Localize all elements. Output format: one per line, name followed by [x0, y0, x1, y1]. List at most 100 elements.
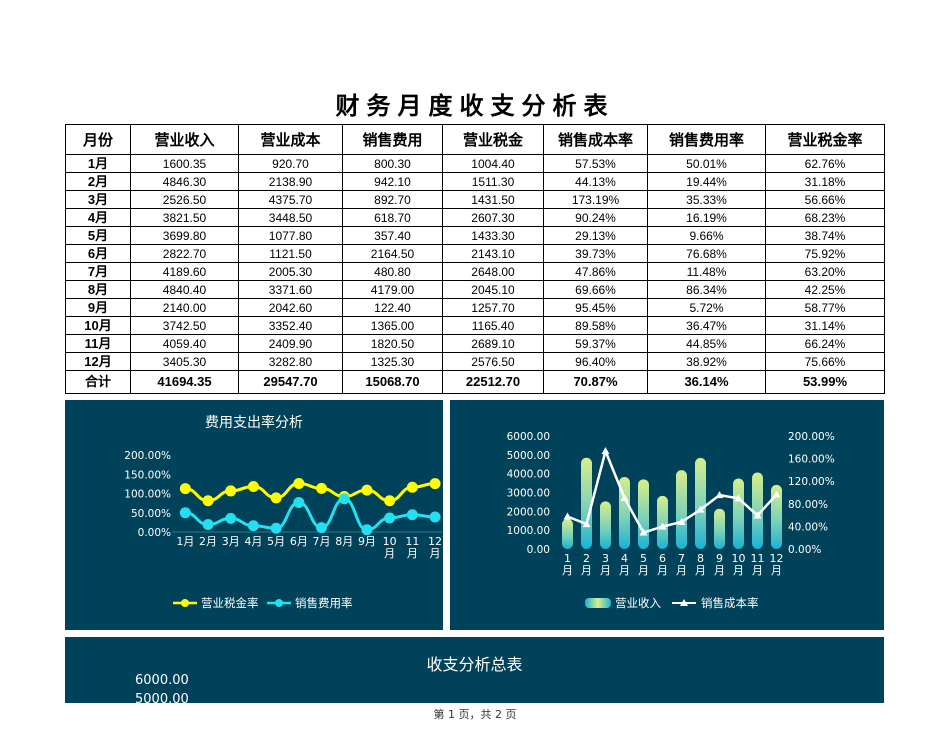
x-tick-label: 月	[695, 564, 706, 577]
y-tick-label: 150.00%	[124, 469, 171, 481]
x-tick-label: 7月	[313, 535, 331, 548]
x-tick-label: 8月	[335, 535, 353, 548]
month-cell: 12月	[65, 352, 131, 371]
table-cell: 357.40	[342, 226, 443, 245]
table-cell: 4189.60	[130, 262, 239, 281]
table-cell: 50.01%	[647, 154, 766, 173]
table-cell: 3699.80	[130, 226, 239, 245]
table-cell: 63.20%	[765, 262, 885, 281]
table-cell: 3448.50	[238, 208, 343, 227]
total-row: 合计 41694.35 29547.70 15068.70 22512.70 70.87%…	[65, 370, 885, 394]
data-point	[753, 511, 762, 519]
x-tick-label: 1月	[176, 535, 194, 548]
table-cell: 2822.70	[130, 244, 239, 263]
table-cell: 42.25%	[765, 280, 885, 299]
table-cell: 1511.30	[442, 172, 544, 191]
table-cell: 5.72%	[647, 298, 766, 317]
x-tick-label: 月	[771, 564, 782, 577]
table-cell: 2576.50	[442, 352, 544, 371]
table-cell: 1325.30	[342, 352, 443, 371]
table-row: 9月 2140.00 2042.60 122.40 1257.70 95.45% 5.72%…	[65, 298, 885, 317]
table-row: 6月 2822.70 1121.50 2164.50 2143.10 39.73% 76.6…	[65, 244, 885, 263]
column-header: 销售成本率	[543, 124, 648, 155]
table-cell: 39.73%	[543, 244, 648, 263]
table-cell: 2164.50	[342, 244, 443, 263]
revenue-bar	[562, 518, 573, 549]
table-cell: 4846.30	[130, 172, 239, 191]
legend-label: 销售费用率	[295, 596, 353, 610]
table-cell: 2526.50	[130, 190, 239, 209]
series-line-cost-rate	[567, 447, 778, 535]
month-cell: 5月	[65, 226, 131, 245]
table-cell: 36.47%	[647, 316, 766, 335]
data-point	[601, 447, 610, 455]
table-cell: 1165.40	[442, 316, 544, 335]
table-row: 5月 3699.80 1077.80 357.40 1433.30 29.13% 9.66%…	[65, 226, 885, 245]
table-cell: 36.14%	[647, 370, 766, 394]
month-cell: 2月	[65, 172, 131, 191]
table-cell: 11.48%	[647, 262, 766, 281]
data-point	[696, 505, 705, 513]
table-row: 7月 4189.60 2005.30 480.80 2648.00 47.86% 11.48…	[65, 262, 885, 281]
x-tick-label: 月	[600, 564, 611, 577]
data-point	[361, 524, 373, 536]
table-cell: 1600.35	[130, 154, 239, 173]
data-point	[202, 495, 214, 507]
column-header: 销售费用率	[647, 124, 766, 155]
table-row: 4月 3821.50 3448.50 618.70 2607.30 90.24% 16.19…	[65, 208, 885, 227]
revenue-bar	[752, 472, 763, 549]
table-cell: 800.30	[342, 154, 443, 173]
table-cell: 942.10	[342, 172, 443, 191]
table-cell: 1433.30	[442, 226, 544, 245]
table-cell: 31.14%	[765, 316, 885, 335]
month-cell: 3月	[65, 190, 131, 209]
revenue-bar	[581, 457, 592, 549]
x-tick-label: 4月	[244, 535, 262, 548]
y-left-tick-label: 6000.00	[507, 431, 550, 443]
data-point	[429, 511, 441, 523]
x-tick-label: 月	[714, 564, 725, 577]
revenue-bar	[657, 495, 668, 549]
data-point	[361, 484, 373, 496]
data-point	[338, 493, 350, 505]
table-cell: 90.24%	[543, 208, 648, 227]
table-cell: 69.66%	[543, 280, 648, 299]
table-cell: 47.86%	[543, 262, 648, 281]
table-cell: 2648.00	[442, 262, 544, 281]
table-cell: 95.45%	[543, 298, 648, 317]
table-cell: 62.76%	[765, 154, 885, 173]
data-point	[316, 522, 328, 534]
data-point	[715, 491, 724, 499]
y-left-tick-label: 1000.00	[507, 525, 550, 537]
y-right-tick-label: 80.00%	[788, 499, 828, 511]
y-tick-label: 5000.00	[135, 692, 189, 703]
x-tick-label: 11	[751, 552, 765, 565]
chart-title: 费用支出率分析	[205, 415, 303, 431]
revenue-bar	[600, 501, 611, 549]
legend-marker	[275, 599, 283, 607]
table-cell: 2138.90	[238, 172, 343, 191]
table-cell: 480.80	[342, 262, 443, 281]
table-cell: 66.24%	[765, 334, 885, 353]
table-cell: 4840.40	[130, 280, 239, 299]
table-cell: 1004.40	[442, 154, 544, 173]
table-cell: 75.92%	[765, 244, 885, 263]
table-row: 10月 3742.50 3352.40 1365.00 1165.40 89.58% 36.…	[65, 316, 885, 335]
table-cell: 4375.70	[238, 190, 343, 209]
revenue-bar	[619, 477, 630, 549]
table-row: 11月 4059.40 2409.90 1820.50 2689.10 59.37% 44.…	[65, 334, 885, 353]
table-cell: 59.37%	[543, 334, 648, 353]
y-tick-label: 0.00%	[138, 527, 171, 539]
table-cell: 173.19%	[543, 190, 648, 209]
revenue-bar	[771, 484, 782, 549]
month-cell: 6月	[65, 244, 131, 263]
table-cell: 29547.70	[238, 370, 343, 394]
data-point	[225, 512, 237, 524]
y-left-tick-label: 0.00	[527, 544, 550, 556]
x-tick-label: 月	[638, 564, 649, 577]
table-cell: 96.40%	[543, 352, 648, 371]
data-point	[293, 496, 305, 508]
x-tick-label: 5	[640, 552, 647, 565]
month-cell: 合计	[65, 370, 131, 394]
table-cell: 618.70	[342, 208, 443, 227]
